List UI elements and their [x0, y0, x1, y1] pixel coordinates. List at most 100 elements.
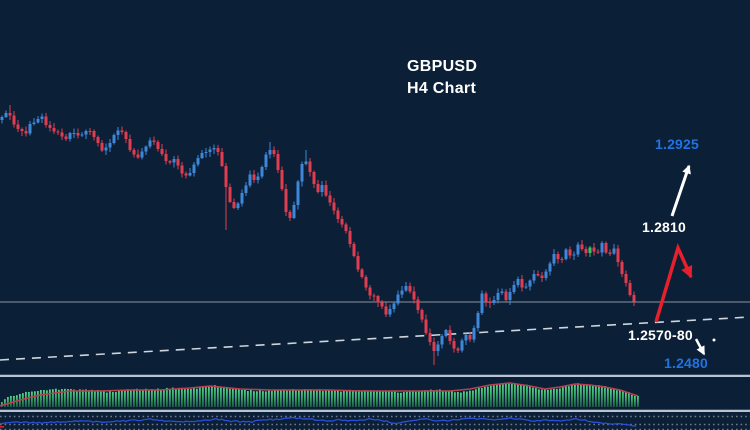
histogram-bar [160, 389, 162, 407]
histogram-bar [529, 386, 531, 407]
candle-body [580, 244, 584, 249]
candle-body [64, 136, 68, 140]
histogram-bar [349, 389, 351, 407]
histogram-indicator [1, 383, 639, 407]
histogram-bar [232, 388, 234, 407]
histogram-bar [496, 384, 498, 407]
histogram-bar [538, 389, 540, 407]
histogram-bar [583, 384, 585, 407]
histogram-bar [292, 389, 294, 407]
candle-body [492, 300, 496, 303]
histogram-bar [154, 390, 156, 407]
histogram-bar [625, 392, 627, 407]
histogram-bar [316, 389, 318, 407]
candle-body [184, 173, 188, 176]
histogram-bar [412, 390, 414, 407]
candle-body [292, 205, 296, 218]
histogram-bar [391, 391, 393, 407]
histogram-bar [478, 388, 480, 407]
downside-target-label: 1.2480 [664, 355, 709, 371]
histogram-bar [229, 388, 231, 407]
candle-body [344, 224, 348, 231]
histogram-bar [586, 384, 588, 407]
candle-body [124, 131, 128, 139]
histogram-bar [289, 390, 291, 407]
candle-body [52, 127, 56, 132]
candle-body [216, 147, 220, 153]
histogram-bar [181, 387, 183, 407]
histogram-bar [277, 390, 279, 407]
histogram-bar [37, 391, 39, 407]
histogram-bar [403, 392, 405, 407]
candle-body [192, 164, 196, 174]
candle-body [620, 261, 624, 274]
histogram-bar [619, 390, 621, 407]
histogram-bar [406, 391, 408, 407]
candle-body [80, 134, 84, 136]
timeframe-label: H4 Chart [407, 80, 477, 97]
histogram-bar [34, 391, 36, 407]
histogram-bar [220, 386, 222, 407]
candle-body [488, 301, 492, 303]
histogram-bar [451, 391, 453, 407]
histogram-bar [373, 390, 375, 407]
candle-body [296, 181, 300, 206]
candle-body [28, 123, 32, 134]
candle-body [428, 332, 432, 343]
candle-body [528, 280, 532, 287]
candle-body [576, 244, 580, 255]
candle-body [252, 174, 256, 180]
histogram-bar [448, 390, 450, 407]
chart-title: GBPUSD H4 Chart [407, 56, 477, 100]
candle-body [596, 251, 600, 253]
histogram-bar [325, 389, 327, 407]
candle-body [84, 130, 88, 135]
histogram-bar [370, 390, 372, 407]
histogram-bar [88, 390, 90, 407]
histogram-bar [58, 389, 60, 407]
candle-body [196, 158, 200, 165]
candle-body [564, 249, 568, 260]
histogram-bar [454, 392, 456, 407]
candle-body [204, 152, 208, 154]
candles-group [0, 105, 636, 365]
histogram-bar [109, 391, 111, 407]
histogram-bar [52, 389, 54, 407]
candle-body [248, 174, 252, 186]
candle-body [168, 161, 172, 163]
histogram-bar [541, 389, 543, 407]
candle-body [260, 167, 264, 177]
histogram-bar [442, 390, 444, 407]
histogram-bar [178, 387, 180, 407]
histogram-bar [409, 390, 411, 407]
candle-body [416, 299, 420, 310]
histogram-bar [493, 385, 495, 407]
histogram-bar [211, 386, 213, 407]
candle-body [12, 115, 16, 125]
candle-body [220, 152, 224, 166]
histogram-bar [505, 383, 507, 407]
histogram-bar [601, 385, 603, 407]
candle-body [244, 185, 248, 193]
candle-body [224, 165, 228, 187]
candle-body [408, 286, 412, 292]
stray-dot [712, 338, 716, 342]
histogram-bar [523, 384, 525, 407]
histogram-bar [157, 388, 159, 407]
candle-body [136, 154, 140, 158]
histogram-bar [340, 391, 342, 407]
support-zone-label: 1.2570-80 [628, 327, 693, 343]
candle-body [460, 340, 464, 351]
annotation-arrows [654, 164, 716, 356]
candle-body [516, 279, 520, 285]
candle-body [308, 161, 312, 172]
candle-body [348, 230, 352, 244]
histogram-bar [121, 390, 123, 407]
candle-body [108, 142, 112, 148]
candle-body [100, 142, 104, 151]
candle-body [96, 137, 100, 143]
candle-body [512, 284, 516, 293]
histogram-bar [490, 385, 492, 407]
histogram-bar [133, 389, 135, 407]
histogram-bar [358, 390, 360, 407]
